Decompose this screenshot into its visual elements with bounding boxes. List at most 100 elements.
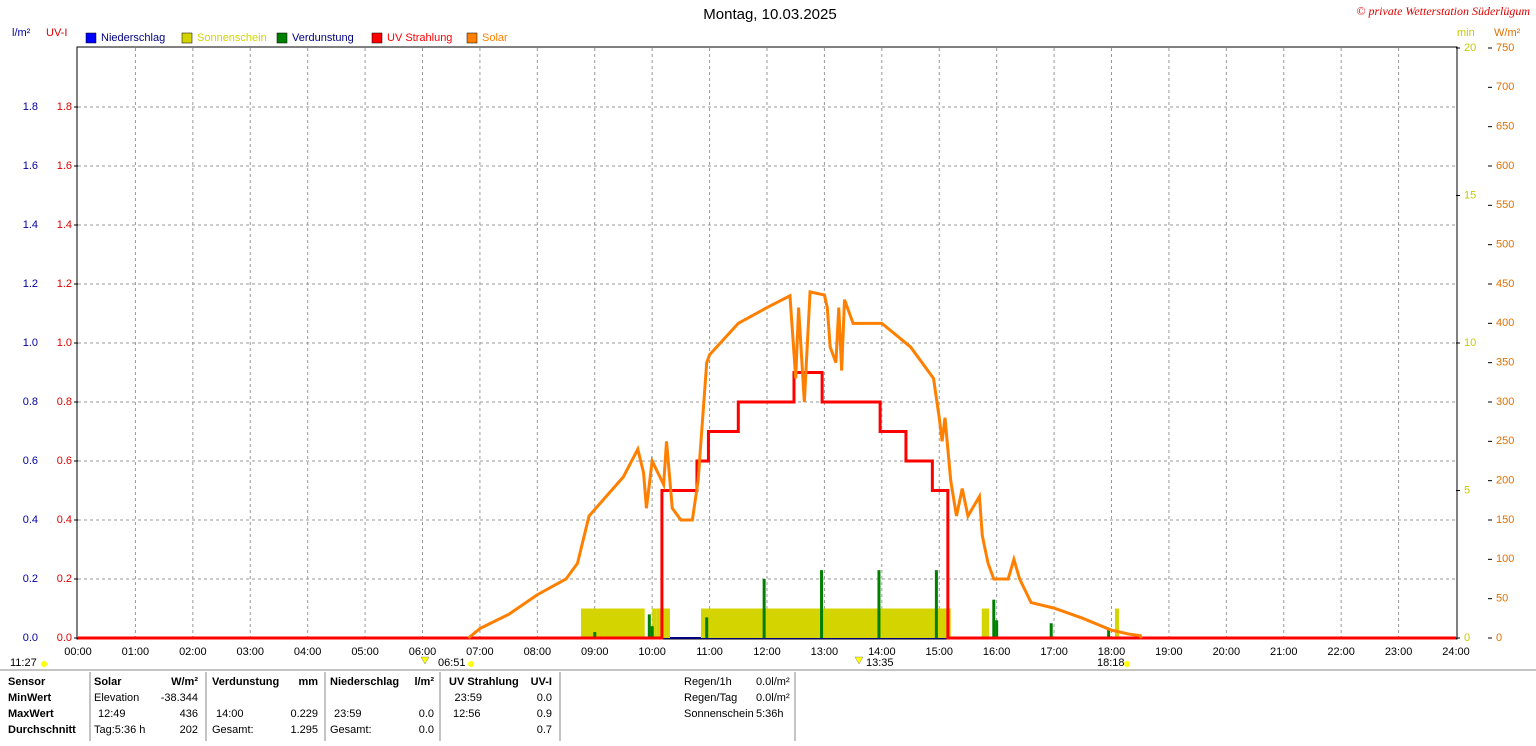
sun-icon: [1124, 661, 1130, 667]
bar: [650, 626, 654, 638]
table-cell: UV Strahlung: [449, 676, 519, 688]
table-cell: 12:56: [453, 708, 481, 720]
y3-tick-label: 150: [1496, 514, 1514, 526]
table-cell: 436: [180, 708, 198, 720]
y3-tick-label: 600: [1496, 160, 1514, 172]
x-tick-label: 07:00: [466, 646, 494, 658]
table-cell: Niederschlag: [330, 676, 399, 688]
y3-tick-label: 350: [1496, 357, 1514, 369]
table-cell: 0.0: [419, 724, 434, 736]
x-tick-label: 21:00: [1270, 646, 1298, 658]
table-cell: 0.229: [290, 708, 318, 720]
table-cell: UV-I: [531, 676, 552, 688]
table-cell: Regen/Tag: [684, 692, 737, 704]
uv-tick-label: 0.2: [57, 573, 72, 585]
y3-tick-label: 300: [1496, 396, 1514, 408]
y3-tick-label: 250: [1496, 435, 1514, 447]
x-tick-label: 13:00: [811, 646, 839, 658]
x-tick-label: 03:00: [236, 646, 264, 658]
x-tick-label: 16:00: [983, 646, 1011, 658]
sun-marker: [420, 656, 430, 665]
table-cell: l/m²: [414, 676, 434, 688]
y-tick-label: 1.8: [23, 101, 38, 113]
bar: [700, 608, 951, 638]
table-cell: 0.0l/m²: [756, 692, 790, 704]
bar: [1049, 623, 1053, 638]
y3-tick-label: 550: [1496, 199, 1514, 211]
uv-tick-label: 0.6: [57, 455, 72, 467]
x-tick-label: 11:00: [696, 646, 723, 658]
table-cell: 0.0: [537, 692, 552, 704]
bar: [647, 614, 651, 638]
y3-tick-label: 200: [1496, 475, 1514, 487]
bar: [593, 632, 597, 638]
bar: [1114, 608, 1119, 638]
y-tick-label: 0.8: [23, 396, 38, 408]
table-cell: 23:59: [454, 692, 482, 704]
bar: [580, 608, 645, 638]
y-tick-label: 1.4: [23, 219, 38, 231]
x-tick-label: 18:00: [1098, 646, 1126, 658]
x-tick-label: 19:00: [1155, 646, 1183, 658]
table-cell: 0.7: [537, 724, 552, 736]
x-tick-label: 15:00: [925, 646, 953, 658]
y-tick-label: 0.2: [23, 573, 38, 585]
y-tick-label: 0.4: [23, 514, 38, 526]
table-cell: mm: [298, 676, 318, 688]
y3-tick-label: 50: [1496, 593, 1508, 605]
table-cell: Elevation: [94, 692, 139, 704]
x-tick-label: 02:00: [179, 646, 207, 658]
table-cell: Solar: [94, 676, 122, 688]
y3-tick-label: 100: [1496, 553, 1514, 565]
table-cell: 202: [180, 724, 198, 736]
y2-tick-label: 0: [1464, 632, 1470, 644]
legend-label: Verdunstung: [292, 32, 354, 44]
legend-swatch: [466, 32, 478, 44]
y2-axis-label: min: [1457, 27, 1475, 39]
legend-swatch: [371, 32, 383, 44]
x-tick-label: 04:00: [294, 646, 322, 658]
legend-swatch: [85, 32, 97, 44]
bar: [1107, 629, 1111, 638]
table-cell: Tag:5:36 h: [94, 724, 145, 736]
y-axis-label: l/m²: [12, 27, 31, 39]
table-cell: MaxWert: [8, 708, 54, 720]
bar: [705, 617, 709, 638]
legend-label: UV Strahlung: [387, 32, 452, 44]
table-cell: Sensor: [8, 676, 46, 688]
sun-icon: [468, 661, 474, 667]
table-cell: MinWert: [8, 692, 52, 704]
y2-tick-label: 5: [1464, 484, 1470, 496]
y2-tick-label: 15: [1464, 189, 1476, 201]
step-line: [78, 371, 1456, 640]
y3-tick-label: 750: [1496, 42, 1514, 54]
uv-tick-label: 1.4: [57, 219, 72, 231]
y-tick-label: 1.0: [23, 337, 38, 349]
x-tick-label: 08:00: [524, 646, 552, 658]
annotation: 18:18: [1097, 657, 1125, 669]
legend-swatch: [276, 32, 288, 44]
x-tick-label: 05:00: [351, 646, 379, 658]
uv-axis-label: UV-I: [46, 27, 67, 39]
table-cell: -38.344: [161, 692, 198, 704]
bar: [820, 570, 824, 638]
x-tick-label: 12:00: [753, 646, 781, 658]
legend-swatch: [181, 32, 193, 44]
table-cell: Sonnenschein: [684, 708, 754, 720]
sun-marker: [854, 656, 864, 665]
table-cell: 23:59: [334, 708, 362, 720]
y3-tick-label: 450: [1496, 278, 1514, 290]
table-cell: Gesamt:: [330, 724, 372, 736]
table-cell: Verdunstung: [212, 676, 279, 688]
x-tick-label: 06:00: [409, 646, 437, 658]
bar: [995, 620, 999, 638]
y-tick-label: 1.6: [23, 160, 38, 172]
y3-axis-label: W/m²: [1494, 27, 1521, 39]
y-tick-label: 0.0: [23, 632, 38, 644]
uv-tick-label: 0.4: [57, 514, 72, 526]
x-tick-label: 22:00: [1327, 646, 1355, 658]
x-tick-label: 01:00: [122, 646, 150, 658]
uv-tick-label: 0.0: [57, 632, 72, 644]
y3-tick-label: 400: [1496, 317, 1514, 329]
x-tick-label: 24:00: [1442, 646, 1470, 658]
